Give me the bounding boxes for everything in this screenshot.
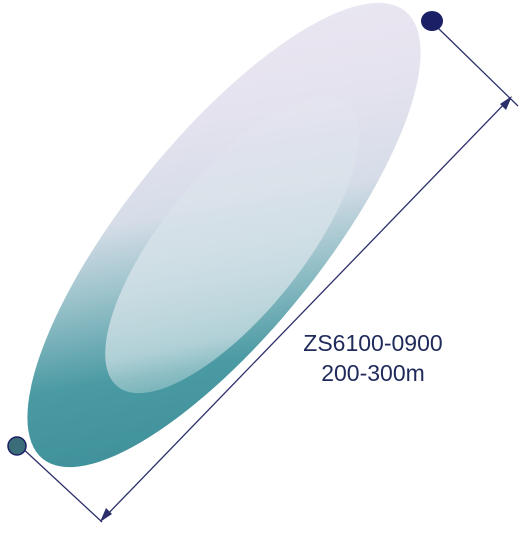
extension-line-top: [437, 27, 519, 107]
arrowhead-bottom: [100, 508, 112, 522]
sensor-dot-top: [421, 11, 443, 31]
extension-line-bottom: [19, 445, 103, 523]
model-label: ZS6100-0900: [303, 330, 443, 356]
dimension-line: [101, 97, 511, 521]
range-label: 200-300m: [321, 360, 425, 386]
sensor-dot-bottom: [7, 436, 27, 456]
arrowhead-top: [500, 96, 512, 110]
beam-inner-lobe: [105, 96, 359, 394]
beam-caption: ZS6100-0900 200-300m: [288, 328, 458, 388]
